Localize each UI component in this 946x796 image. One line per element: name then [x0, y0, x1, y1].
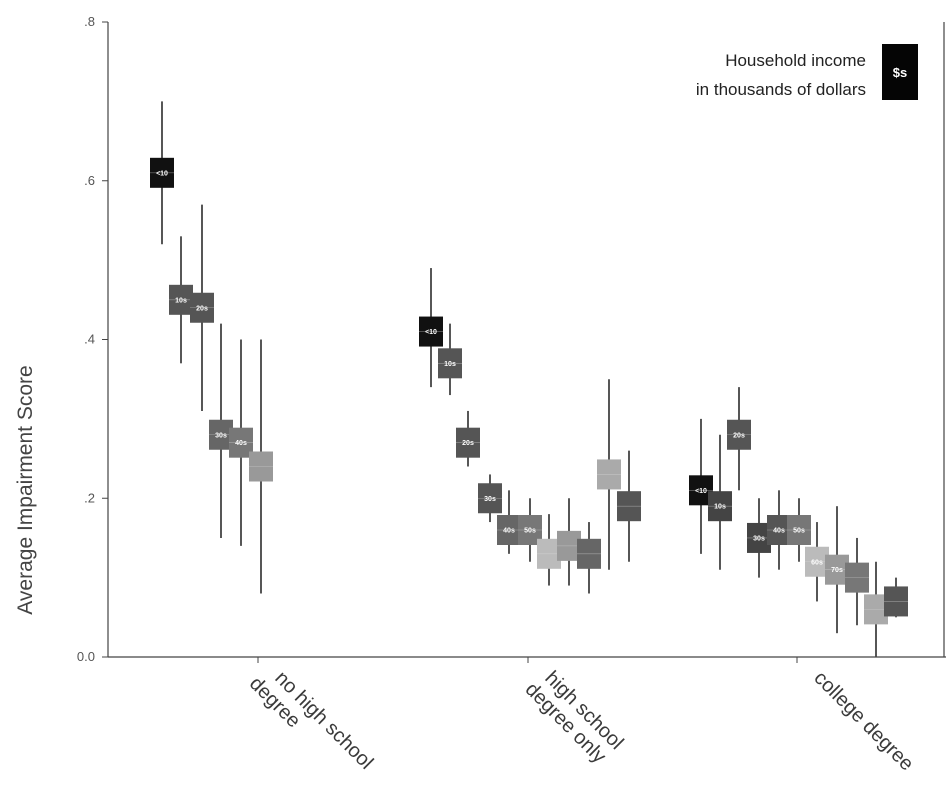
category-label: college degree [809, 667, 917, 775]
marker-label: 60s [811, 559, 823, 566]
marker-label: 10s [714, 504, 726, 511]
marker-label: 40s [235, 440, 247, 447]
marker-label: 70s [831, 567, 843, 574]
y-tick-label: .4 [84, 332, 95, 347]
category-label-line: college degree [809, 667, 917, 775]
marker-label: 20s [196, 305, 208, 312]
y-axis-ticks: .8 .6 .4 .2 0.0 [77, 14, 108, 664]
category-label: no high schooldegree [245, 657, 377, 789]
marker-label: <10 [695, 488, 707, 495]
legend-badge-label: $s [893, 65, 907, 80]
marker-label: 50s [524, 528, 536, 535]
marker-label: 10s [444, 361, 456, 368]
marker-label: 40s [503, 528, 515, 535]
marker-label: 30s [215, 432, 227, 439]
legend-line: in thousands of dollars [696, 80, 866, 99]
marker-label: <10 [156, 170, 168, 177]
y-tick-label: .2 [84, 490, 95, 505]
category-label: high schooldegree only [521, 663, 628, 770]
error-bars [161, 101, 897, 657]
marker-label: 40s [773, 528, 785, 535]
marker-label: <10 [425, 329, 437, 336]
x-axis-categories: no high schooldegree high schooldegree on… [245, 657, 918, 789]
marker-label: 30s [753, 535, 765, 542]
y-tick-label: .8 [84, 14, 95, 29]
y-tick-label: 0.0 [77, 649, 95, 664]
y-axis-title: Average Impairment Score [14, 365, 37, 614]
y-tick-label: .6 [84, 173, 95, 188]
marker-label: 30s [484, 496, 496, 503]
legend-badge [882, 44, 918, 100]
marker-label: 20s [733, 432, 745, 439]
marker-label: 50s [793, 528, 805, 535]
marker-label: 10s [175, 297, 187, 304]
legend-line: Household income [725, 51, 866, 70]
legend: Household income in thousands of dollars $… [696, 44, 918, 100]
marker-label: 20s [462, 440, 474, 447]
data-markers: <10 10s 20s 30s 40s <10 10s 20s 30s 40s 50s <10 10s 2… [150, 157, 908, 625]
